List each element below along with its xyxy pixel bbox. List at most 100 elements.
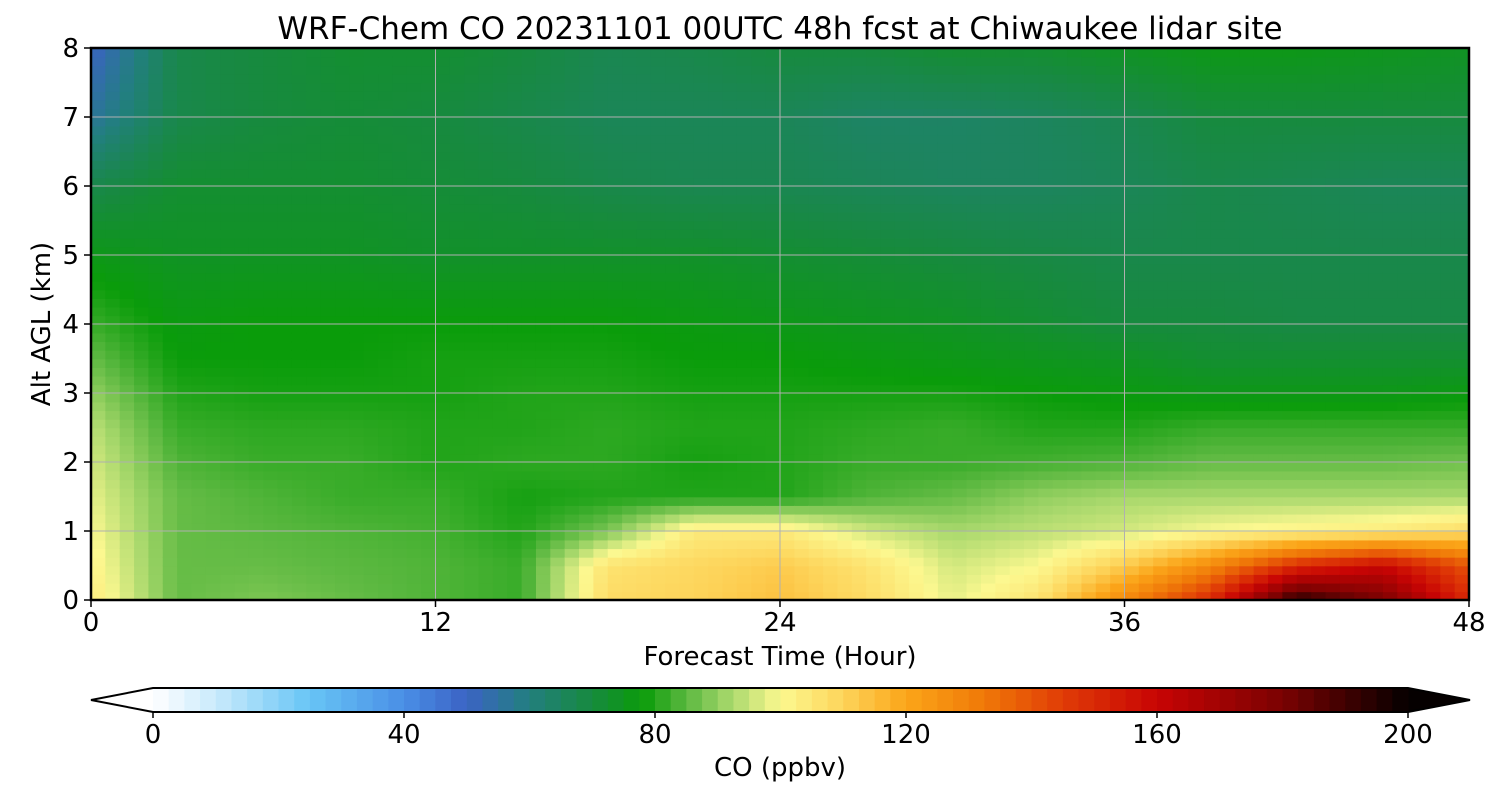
contour-cell	[1167, 117, 1183, 127]
contour-cell	[234, 237, 250, 248]
contour-cell	[119, 220, 135, 230]
contour-cell	[119, 48, 135, 58]
contour-cell	[421, 168, 437, 179]
contour-cell	[607, 470, 623, 481]
contour-cell	[909, 168, 925, 179]
contour-cell	[794, 462, 810, 472]
contour-cell	[492, 436, 509, 446]
contour-cell	[765, 99, 781, 110]
contour-cell	[837, 462, 853, 472]
contour-cell	[1138, 177, 1154, 187]
contour-cell	[478, 298, 494, 308]
contour-cell	[607, 496, 623, 506]
contour-cell	[1009, 418, 1025, 429]
contour-cell	[607, 203, 623, 213]
contour-cell	[794, 539, 810, 550]
contour-cell	[492, 82, 509, 92]
contour-cell	[1081, 142, 1097, 153]
contour-cell	[679, 134, 695, 144]
contour-cell	[966, 220, 982, 230]
contour-cell	[162, 479, 178, 489]
contour-cell	[722, 125, 738, 136]
contour-cell	[837, 479, 853, 489]
contour-cell	[995, 453, 1011, 463]
contour-cell	[837, 108, 853, 118]
contour-cell	[1095, 582, 1111, 593]
contour-cell	[119, 427, 135, 437]
contour-cell	[378, 582, 394, 593]
contour-cell	[378, 211, 394, 222]
contour-cell	[1110, 298, 1126, 308]
contour-cell	[937, 479, 954, 489]
contour-cell	[177, 444, 193, 455]
contour-cell	[1024, 186, 1040, 196]
contour-cell	[693, 418, 710, 429]
contour-cell	[937, 134, 954, 144]
contour-cell	[622, 358, 638, 368]
contour-cell	[521, 513, 537, 524]
contour-cell	[435, 82, 451, 92]
contour-cell	[880, 375, 896, 386]
contour-cell	[708, 125, 724, 136]
contour-cell	[91, 324, 107, 334]
contour-cell	[1110, 513, 1126, 524]
contour-cell	[564, 280, 580, 291]
contour-cell	[306, 341, 322, 351]
contour-cell	[636, 134, 652, 144]
contour-cell	[866, 194, 882, 205]
contour-cell	[406, 444, 422, 455]
contour-cell	[162, 203, 178, 213]
contour-cell	[937, 384, 954, 394]
contour-cell	[478, 332, 494, 343]
contour-cell	[492, 453, 509, 463]
contour-cell	[937, 194, 954, 205]
contour-cell	[1038, 513, 1054, 524]
contour-cell	[550, 531, 566, 541]
contour-cell	[1153, 117, 1169, 127]
contour-cell	[291, 134, 308, 144]
contour-cell	[1052, 531, 1068, 541]
contour-cell	[535, 99, 552, 110]
contour-cell	[937, 237, 954, 248]
contour-cell	[665, 194, 681, 205]
contour-cell	[693, 186, 710, 196]
contour-cell	[679, 358, 695, 368]
contour-cell	[1196, 591, 1212, 600]
contour-cell	[220, 393, 236, 403]
contour-cell	[162, 324, 178, 334]
contour-cell	[866, 203, 882, 213]
contour-cell	[579, 358, 595, 368]
contour-cell	[1052, 418, 1068, 429]
contour-cell	[1024, 203, 1040, 213]
contour-cell	[579, 229, 595, 239]
contour-cell	[1095, 462, 1111, 472]
contour-cell	[449, 315, 465, 325]
contour-cell	[722, 117, 738, 127]
contour-cell	[564, 324, 580, 334]
contour-cell	[693, 582, 710, 593]
contour-cell	[435, 548, 451, 558]
contour-cell	[880, 151, 896, 161]
contour-cell	[177, 436, 193, 446]
contour-cell	[220, 306, 236, 317]
contour-cell	[492, 315, 509, 325]
contour-cell	[1009, 306, 1025, 317]
contour-cell	[550, 117, 566, 127]
contour-cell	[1124, 487, 1140, 498]
contour-cell	[880, 168, 896, 179]
contour-cell	[464, 436, 480, 446]
contour-cell	[751, 462, 767, 472]
contour-cell	[248, 82, 265, 92]
contour-cell	[650, 272, 666, 282]
contour-cell	[693, 306, 710, 317]
contour-cell	[464, 332, 480, 343]
contour-cell	[263, 151, 279, 161]
contour-cell	[1167, 401, 1183, 412]
contour-cell	[923, 410, 939, 420]
contour-cell	[550, 522, 566, 532]
contour-cell	[277, 410, 293, 420]
contour-cell	[894, 505, 910, 515]
contour-cell	[923, 168, 939, 179]
contour-cell	[736, 487, 753, 498]
contour-cell	[1181, 384, 1198, 394]
